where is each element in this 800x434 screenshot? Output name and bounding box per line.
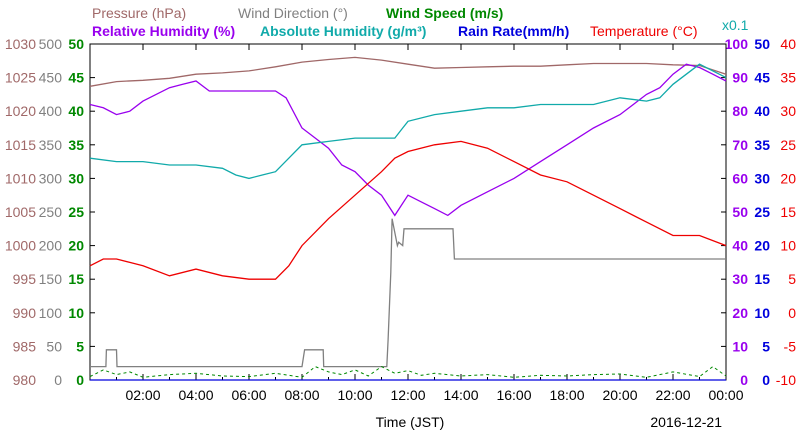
ytick-temperature: 5: [788, 271, 796, 287]
series-layer: [89, 56, 727, 381]
ytick-wind_direction: 400: [39, 103, 63, 119]
legend-wind-speed: Wind Speed (m/s): [386, 5, 503, 21]
xtick-label: 02:00: [125, 387, 160, 403]
ytick-wind_direction: 350: [39, 137, 63, 153]
xtick-label: 06:00: [231, 387, 266, 403]
ytick-temperature: -5: [784, 338, 797, 354]
xtick-label: 08:00: [284, 387, 319, 403]
series-relative-humidity: [89, 63, 727, 217]
ytick-rain_rate: 5: [762, 338, 770, 354]
ytick-wind_direction: 150: [39, 271, 63, 287]
ytick-temperature: 0: [788, 305, 796, 321]
ytick-rain_rate: 10: [754, 305, 770, 321]
ytick-temperature: 10: [780, 238, 796, 254]
ytick-pressure: 985: [13, 338, 37, 354]
xtick-label: 12:00: [390, 387, 425, 403]
ytick-wind_direction: 250: [39, 204, 63, 220]
ytick-wind_direction: 300: [39, 170, 63, 186]
x-axis-label: Time (JST): [376, 414, 445, 430]
ytick-rain_rate: 35: [754, 137, 770, 153]
ytick-rain_rate: 20: [754, 238, 770, 254]
ytick-pressure: 1000: [5, 238, 36, 254]
ytick-temperature: 25: [780, 137, 796, 153]
ytick-wind_speed: 10: [68, 305, 84, 321]
ytick-pressure: 1025: [5, 70, 36, 86]
ytick-relative_humidity: 80: [732, 103, 748, 119]
xtick-label: 22:00: [655, 387, 690, 403]
legend-relative-humidity: Relative Humidity (%): [92, 23, 235, 39]
ytick-wind_speed: 50: [68, 36, 84, 52]
ytick-pressure: 1015: [5, 137, 36, 153]
legend-scale-note: x0.1: [722, 17, 749, 33]
ytick-wind_speed: 5: [76, 338, 84, 354]
xtick-label: 04:00: [178, 387, 213, 403]
series-pressure-hpa: [89, 56, 727, 87]
ytick-rain_rate: 40: [754, 103, 770, 119]
ytick-relative_humidity: 50: [732, 204, 748, 220]
series-wind-speed-m-s: [89, 365, 727, 378]
ytick-wind_speed: 25: [68, 204, 84, 220]
ytick-temperature: 20: [780, 170, 796, 186]
ytick-wind_direction: 450: [39, 70, 63, 86]
ytick-relative_humidity: 20: [732, 305, 748, 321]
ytick-relative_humidity: 60: [732, 170, 748, 186]
ytick-temperature: -10: [776, 372, 796, 388]
ytick-wind_speed: 40: [68, 103, 84, 119]
ytick-pressure: 995: [13, 271, 37, 287]
legend-pressure: Pressure (hPa): [92, 5, 186, 21]
ytick-pressure: 1020: [5, 103, 36, 119]
xtick-label: 16:00: [496, 387, 531, 403]
chart-date: 2016-12-21: [650, 414, 722, 430]
ytick-wind_speed: 45: [68, 70, 84, 86]
series-absolute-humidity-g-m: [89, 63, 727, 180]
ytick-pressure: 990: [13, 305, 37, 321]
ytick-pressure: 1030: [5, 36, 36, 52]
ytick-rain_rate: 25: [754, 204, 770, 220]
legend-temperature: Temperature (°C): [590, 23, 698, 39]
legend-absolute-humidity: Absolute Humidity (g/m³): [260, 23, 426, 39]
ytick-rain_rate: 0: [762, 372, 770, 388]
ytick-relative_humidity: 30: [732, 271, 748, 287]
xtick-label: 10:00: [337, 387, 372, 403]
ytick-wind_speed: 30: [68, 170, 84, 186]
ytick-wind_speed: 15: [68, 271, 84, 287]
ytick-rain_rate: 45: [754, 70, 770, 86]
ytick-wind_speed: 20: [68, 238, 84, 254]
xtick-label: 00:00: [708, 387, 743, 403]
legend-wind-direction: Wind Direction (°): [238, 5, 348, 21]
xtick-label: 14:00: [443, 387, 478, 403]
ytick-relative_humidity: 40: [732, 238, 748, 254]
ytick-wind_direction: 200: [39, 238, 63, 254]
ytick-wind_direction: 500: [39, 36, 63, 52]
legend-rain-rate: Rain Rate(mm/h): [458, 23, 569, 39]
ytick-temperature: 35: [780, 70, 796, 86]
series-temperature-c: [89, 140, 727, 280]
ytick-rain_rate: 15: [754, 271, 770, 287]
ytick-wind_speed: 0: [76, 372, 84, 388]
ytick-wind_direction: 0: [54, 372, 62, 388]
ytick-temperature: 30: [780, 103, 796, 119]
ytick-relative_humidity: 10: [732, 338, 748, 354]
ytick-rain_rate: 30: [754, 170, 770, 186]
ytick-temperature: 15: [780, 204, 796, 220]
y-axes: 9809859909951000100510101015102010251030…: [5, 36, 796, 388]
ytick-pressure: 1005: [5, 204, 36, 220]
ytick-relative_humidity: 70: [732, 137, 748, 153]
xtick-label: 18:00: [549, 387, 584, 403]
ytick-pressure: 980: [13, 372, 37, 388]
ytick-temperature: 40: [780, 36, 796, 52]
ytick-pressure: 1010: [5, 170, 36, 186]
ytick-relative_humidity: 90: [732, 70, 748, 86]
ytick-wind_direction: 100: [39, 305, 63, 321]
ytick-relative_humidity: 0: [740, 372, 748, 388]
ytick-wind_direction: 50: [46, 338, 62, 354]
xtick-label: 20:00: [602, 387, 637, 403]
series-wind-direction: [90, 218, 726, 368]
ytick-relative_humidity: 100: [725, 36, 749, 52]
ytick-rain_rate: 50: [754, 36, 770, 52]
ytick-wind_speed: 35: [68, 137, 84, 153]
